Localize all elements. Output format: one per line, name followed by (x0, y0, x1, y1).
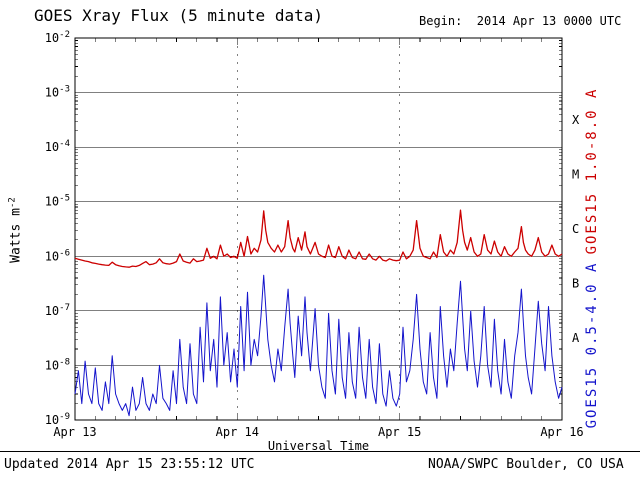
series-line-short-channel (74, 274, 563, 417)
svg-text:A: A (572, 331, 580, 345)
svg-text:X: X (572, 113, 580, 127)
svg-text:10-7: 10-7 (45, 303, 70, 318)
svg-text:M: M (572, 167, 579, 181)
svg-text:C: C (572, 222, 579, 236)
chart-title: GOES Xray Flux (5 minute data) (34, 6, 323, 25)
svg-text:10-6: 10-6 (45, 248, 70, 263)
series-label-short-channel: GOES15 0.5-4.0 A (584, 261, 600, 429)
x-axis-title: Universal Time (267, 439, 370, 453)
y-axis-title: Watts m-2 (7, 197, 24, 263)
series-label-long-channel: GOES15 1.0-8.0 A (584, 87, 600, 255)
decade-gridlines (75, 92, 562, 366)
svg-text:Apr 16: Apr 16 (540, 425, 583, 439)
svg-text:10-4: 10-4 (45, 139, 70, 154)
svg-text:10-2: 10-2 (45, 30, 70, 45)
y-axis-title-base: Watts m (8, 208, 24, 263)
x-tick-labels: Apr 13 Apr 14 Apr 15 Apr 16 (53, 425, 583, 439)
svg-text:10-9: 10-9 (45, 412, 70, 427)
plot-frame (74, 37, 563, 421)
footer-divider (0, 451, 640, 452)
begin-timestamp: Begin: 2014 Apr 13 0000 UTC (419, 14, 622, 28)
credit-label: NOAA/SWPC Boulder, CO USA (428, 457, 624, 472)
svg-text:Apr 15: Apr 15 (378, 425, 421, 439)
y-tick-labels: 10-2 10-3 10-4 10-5 10-6 10-7 10-8 10-9 (45, 30, 70, 427)
updated-timestamp: Updated 2014 Apr 15 23:55:12 UTC (4, 457, 255, 472)
svg-text:Apr 14: Apr 14 (216, 425, 259, 439)
svg-text:Apr 13: Apr 13 (53, 425, 96, 439)
flare-class-labels: X M C B A (572, 113, 580, 345)
svg-text:10-3: 10-3 (45, 85, 70, 100)
y-axis-title-exponent: -2 (7, 197, 18, 209)
svg-text:B: B (572, 277, 579, 291)
svg-text:10-5: 10-5 (45, 194, 70, 209)
svg-text:10-8: 10-8 (45, 357, 70, 372)
series-line-long-channel (74, 209, 563, 268)
